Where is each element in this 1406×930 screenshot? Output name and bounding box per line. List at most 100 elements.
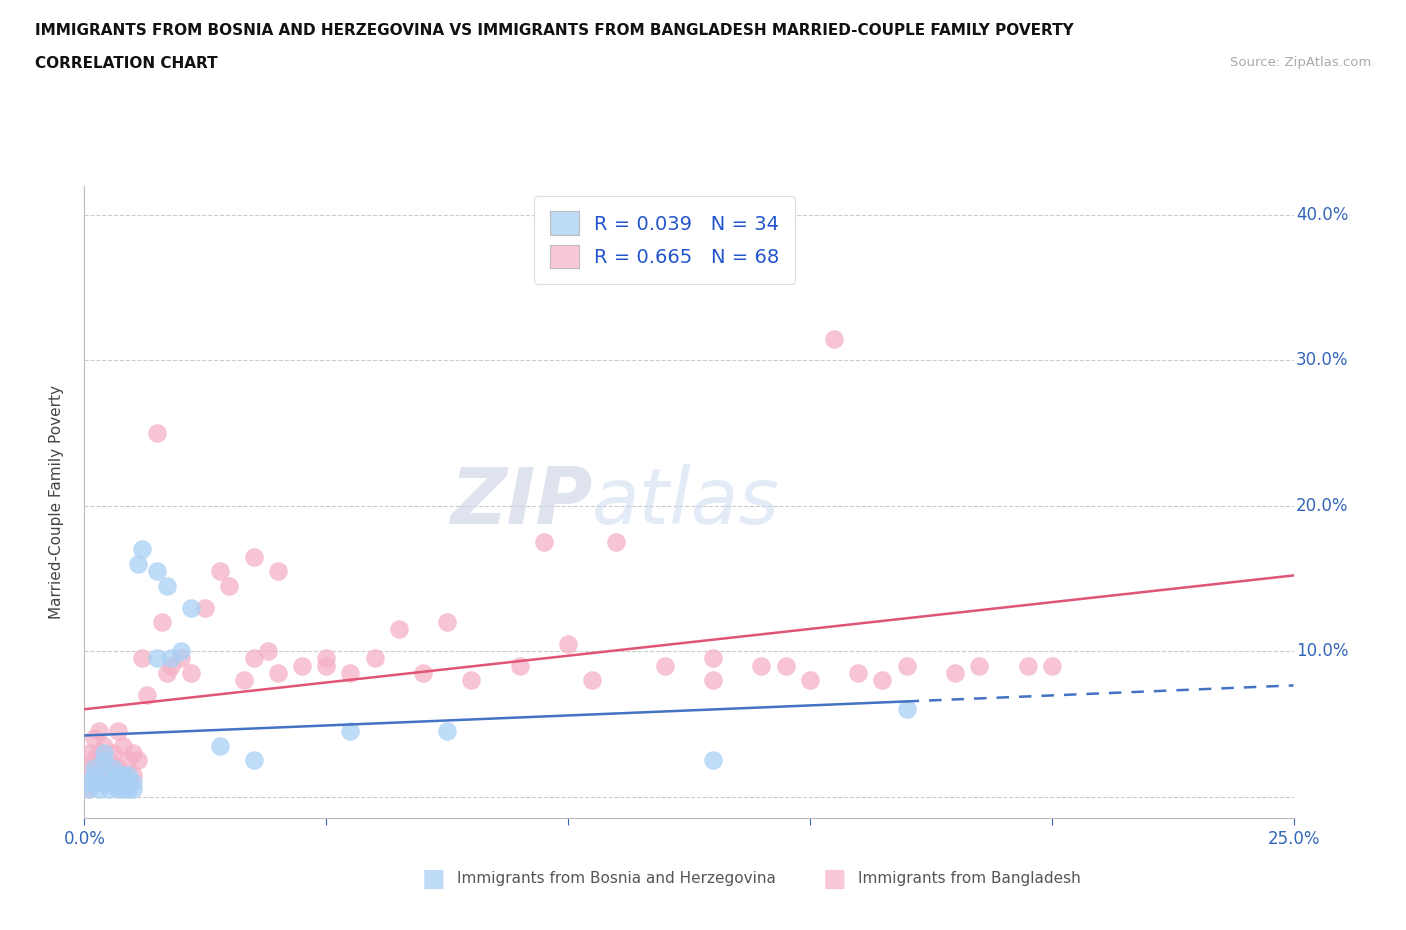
Point <box>112 782 135 797</box>
Point <box>83 775 105 790</box>
Point <box>180 600 202 615</box>
Point <box>208 738 231 753</box>
Point <box>339 724 361 738</box>
Text: IMMIGRANTS FROM BOSNIA AND HERZEGOVINA VS IMMIGRANTS FROM BANGLADESH MARRIED-COU: IMMIGRANTS FROM BOSNIA AND HERZEGOVINA V… <box>35 23 1074 38</box>
Point <box>242 752 264 767</box>
Point <box>605 535 627 550</box>
Point <box>557 636 579 651</box>
Point <box>97 775 120 790</box>
Point <box>117 767 139 782</box>
Point <box>77 746 100 761</box>
Point <box>83 752 105 767</box>
Text: 20.0%: 20.0% <box>1296 497 1348 515</box>
Point <box>581 672 603 687</box>
Point <box>160 658 183 673</box>
Point <box>194 600 217 615</box>
Text: 40.0%: 40.0% <box>1296 206 1348 224</box>
Point <box>83 731 105 746</box>
Point <box>170 644 193 658</box>
Point <box>315 658 337 673</box>
Point <box>103 746 125 761</box>
Point <box>412 666 434 681</box>
Point <box>967 658 990 673</box>
Point <box>87 746 110 761</box>
Point <box>121 746 143 761</box>
Point <box>131 651 153 666</box>
Point <box>155 666 177 681</box>
Point <box>654 658 676 673</box>
Point <box>121 775 143 790</box>
Point <box>107 760 129 775</box>
Point <box>77 775 100 790</box>
Point <box>799 672 821 687</box>
Point <box>208 564 231 578</box>
Point <box>146 426 169 441</box>
Point <box>83 760 105 775</box>
Text: atlas: atlas <box>592 464 780 540</box>
Point <box>702 752 724 767</box>
Point <box>460 672 482 687</box>
Point <box>436 615 458 630</box>
Point <box>339 666 361 681</box>
Point <box>1040 658 1063 673</box>
Point <box>103 767 125 782</box>
Point <box>77 782 100 797</box>
Point <box>775 658 797 673</box>
Point <box>291 658 314 673</box>
Point <box>107 724 129 738</box>
Point <box>112 767 135 782</box>
Point <box>363 651 385 666</box>
Point <box>267 666 290 681</box>
Point <box>93 752 115 767</box>
Point <box>533 535 555 550</box>
Point <box>87 767 110 782</box>
Point <box>97 782 120 797</box>
Point <box>155 578 177 593</box>
Y-axis label: Married-Couple Family Poverty: Married-Couple Family Poverty <box>49 385 63 619</box>
Point <box>77 760 100 775</box>
Point <box>127 556 149 571</box>
Text: 30.0%: 30.0% <box>1296 352 1348 369</box>
Point <box>233 672 256 687</box>
Point <box>117 782 139 797</box>
Text: Immigrants from Bosnia and Herzegovina: Immigrants from Bosnia and Herzegovina <box>457 871 776 886</box>
Point <box>896 702 918 717</box>
Point <box>87 782 110 797</box>
Text: Source: ZipAtlas.com: Source: ZipAtlas.com <box>1230 56 1371 69</box>
Point <box>160 651 183 666</box>
Point <box>107 782 129 797</box>
Point <box>103 775 125 790</box>
Point <box>93 738 115 753</box>
Point <box>218 578 240 593</box>
Text: 10.0%: 10.0% <box>1296 643 1348 660</box>
Point <box>180 666 202 681</box>
Point <box>846 666 869 681</box>
Text: ■: ■ <box>422 867 446 891</box>
Point <box>751 658 773 673</box>
Text: ■: ■ <box>823 867 846 891</box>
Point <box>150 615 173 630</box>
Point <box>170 651 193 666</box>
Point <box>77 782 100 797</box>
Point <box>388 622 411 637</box>
Point <box>872 672 894 687</box>
Point <box>121 767 143 782</box>
Point <box>242 651 264 666</box>
Point <box>146 564 169 578</box>
Point <box>146 651 169 666</box>
Point <box>136 687 159 702</box>
Point <box>509 658 531 673</box>
Point <box>943 666 966 681</box>
Point <box>823 331 845 346</box>
Point <box>127 752 149 767</box>
Point <box>315 651 337 666</box>
Legend: R = 0.039   N = 34, R = 0.665   N = 68: R = 0.039 N = 34, R = 0.665 N = 68 <box>534 195 796 284</box>
Point <box>1017 658 1039 673</box>
Text: CORRELATION CHART: CORRELATION CHART <box>35 56 218 71</box>
Point <box>93 746 115 761</box>
Text: Immigrants from Bangladesh: Immigrants from Bangladesh <box>858 871 1080 886</box>
Point <box>107 767 129 782</box>
Point <box>257 644 280 658</box>
Text: ZIP: ZIP <box>450 464 592 540</box>
Point <box>112 738 135 753</box>
